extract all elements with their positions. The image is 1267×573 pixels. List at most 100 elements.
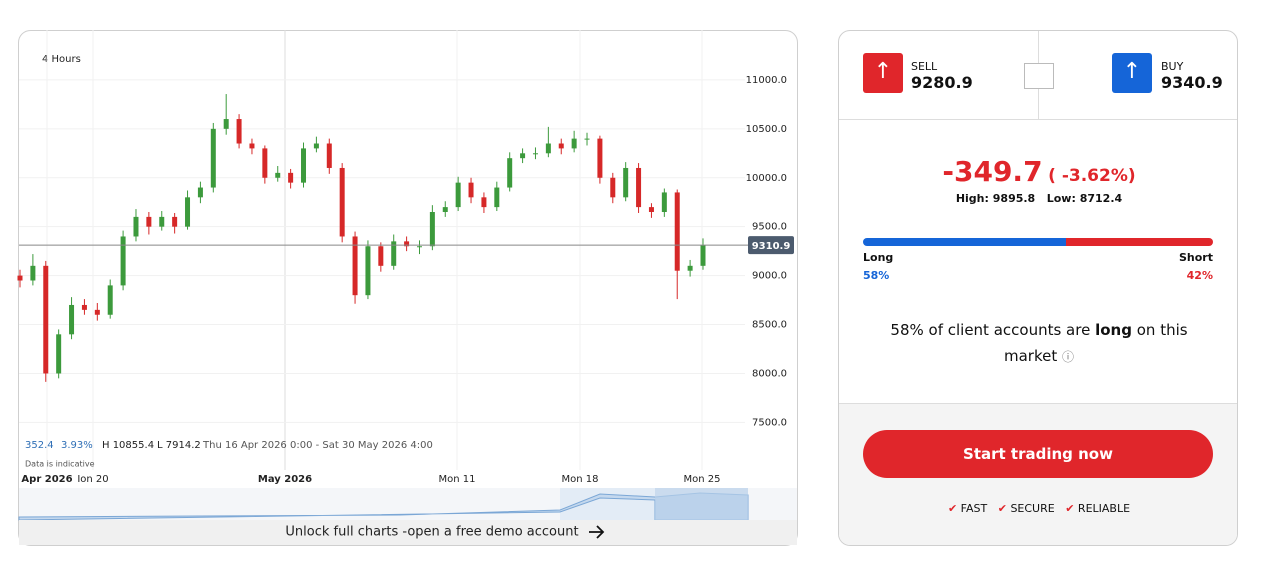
- y-tick-label: 8500.0: [752, 320, 787, 331]
- summary: 58% of client accounts are long on this …: [869, 317, 1209, 370]
- candle-body: [378, 246, 384, 266]
- low-label: Low:: [1046, 192, 1076, 205]
- change-pct: ( -3.62%): [1048, 166, 1136, 186]
- y-tick-label: 7500.0: [752, 417, 787, 428]
- y-tick-label: 10500.0: [746, 124, 787, 135]
- short-label: Short: [1179, 251, 1213, 264]
- candle-body: [301, 148, 307, 183]
- candle-body: [185, 197, 191, 227]
- candle-body: [636, 167, 642, 208]
- stat-low: L 7914.2: [157, 440, 201, 451]
- candle-body: [558, 143, 564, 149]
- y-tick-label: 9000.0: [752, 271, 787, 282]
- cta-bar: [19, 520, 797, 545]
- x-tick-label: Apr 2026: [21, 474, 72, 485]
- y-tick-label: 9500.0: [752, 222, 787, 233]
- candle-body: [507, 158, 513, 188]
- features: ✔ FAST ✔ SECURE ✔ RELIABLE: [839, 502, 1237, 515]
- candle-body: [597, 138, 603, 178]
- candle-body: [275, 172, 281, 178]
- divider: [839, 119, 1237, 120]
- summary-text: on this market: [1003, 321, 1188, 365]
- buy-label: BUY: [1161, 60, 1184, 73]
- interval: 4 Hours: [42, 54, 81, 65]
- stat-range: Thu 16 Apr 2026 0:00 - Sat 30 May 2026 4…: [202, 440, 433, 451]
- change: -349.7 ( -3.62%): [839, 155, 1237, 188]
- candle-body: [107, 285, 113, 315]
- sell-label: SELL: [911, 60, 938, 73]
- candle-body: [404, 241, 410, 247]
- candle-body: [210, 128, 216, 188]
- short-bar: [1066, 238, 1213, 246]
- y-tick-label: 8000.0: [752, 368, 787, 379]
- candle-body: [365, 246, 371, 296]
- cta[interactable]: Unlock full charts -open a free demo acc…: [285, 525, 578, 540]
- stat-change-pct: 3.93%: [61, 440, 93, 451]
- short-pct: 42%: [1186, 269, 1213, 282]
- candle-body: [69, 304, 75, 335]
- candle-body: [313, 143, 319, 149]
- candle-body: [494, 187, 500, 208]
- sentiment-bar: [863, 238, 1213, 246]
- long-bar: [863, 238, 1066, 246]
- y-tick-label: 11000.0: [746, 75, 787, 86]
- range: High: 9895.8 Low: 8712.4: [839, 192, 1237, 205]
- candle-body: [43, 265, 49, 374]
- candle-body: [339, 167, 345, 237]
- summary-emphasis: long: [1095, 321, 1132, 339]
- candle-body: [584, 138, 590, 140]
- low: 8712.4: [1079, 192, 1123, 205]
- navigator: Unlock full charts -open a free demo acc…: [18, 488, 797, 545]
- candle-body: [326, 143, 332, 168]
- navigator-selection: [655, 488, 748, 520]
- candle-body: [661, 192, 667, 213]
- info-icon[interactable]: ⓘ: [1062, 350, 1075, 364]
- check-icon: ✔: [947, 502, 958, 515]
- candle-body: [223, 119, 229, 129]
- feature: FAST: [960, 502, 988, 515]
- candle-body: [249, 143, 255, 149]
- cta-arrow: [589, 525, 605, 539]
- last-price-tag: [748, 236, 794, 255]
- disclaimer: Data is indicative: [25, 460, 95, 469]
- candle-body: [146, 216, 152, 227]
- x-tick-label: May 2026: [258, 474, 312, 485]
- stat-high: H 10855.4: [102, 440, 154, 451]
- check-icon: ✔: [997, 502, 1007, 515]
- sell-button[interactable]: ↑: [863, 53, 903, 93]
- candle-body: [133, 216, 139, 237]
- buy-price: 9340.9: [1161, 73, 1223, 92]
- candle-body: [687, 265, 693, 271]
- candle-body: [120, 236, 126, 286]
- candle-body: [481, 197, 487, 208]
- stat-change: 352.4: [25, 440, 54, 451]
- long-label: Long: [863, 251, 894, 264]
- candle-body: [520, 153, 526, 159]
- last-price-label: 9310.9: [752, 241, 791, 252]
- candle-body: [81, 304, 87, 310]
- check-icon: ✔: [1065, 502, 1075, 515]
- candle-body: [545, 143, 551, 154]
- x-tick-label: Mon 25: [684, 474, 721, 485]
- long-pct: 58%: [863, 269, 890, 282]
- start-trading-button[interactable]: Start trading now: [863, 430, 1213, 478]
- candle-body: [94, 309, 100, 315]
- trade-panel: ↑ SELL 9280.9 ↑ BUY 9340.9 -349.7 ( -3.6…: [838, 30, 1238, 546]
- spread-box: [1024, 63, 1054, 89]
- high-label: High:: [955, 192, 989, 205]
- candle-body: [159, 216, 165, 227]
- candle-body: [197, 187, 203, 198]
- candle-body: [455, 182, 461, 208]
- candle-body: [610, 177, 616, 198]
- feature: SECURE: [1010, 502, 1055, 515]
- candle-body: [571, 138, 577, 149]
- summary-text: 58% of client accounts are: [890, 321, 1091, 339]
- candle-body: [172, 216, 178, 227]
- candle-body: [56, 334, 62, 374]
- candle-body: [442, 207, 448, 213]
- chart: 4 Hours Apr 2026 Ion 20 May 2026 Mon 11 Mon …: [17, 30, 798, 546]
- candle-body: [700, 245, 706, 266]
- buy-button[interactable]: ↑: [1112, 53, 1152, 93]
- x-tick-label: Mon 11: [439, 474, 476, 485]
